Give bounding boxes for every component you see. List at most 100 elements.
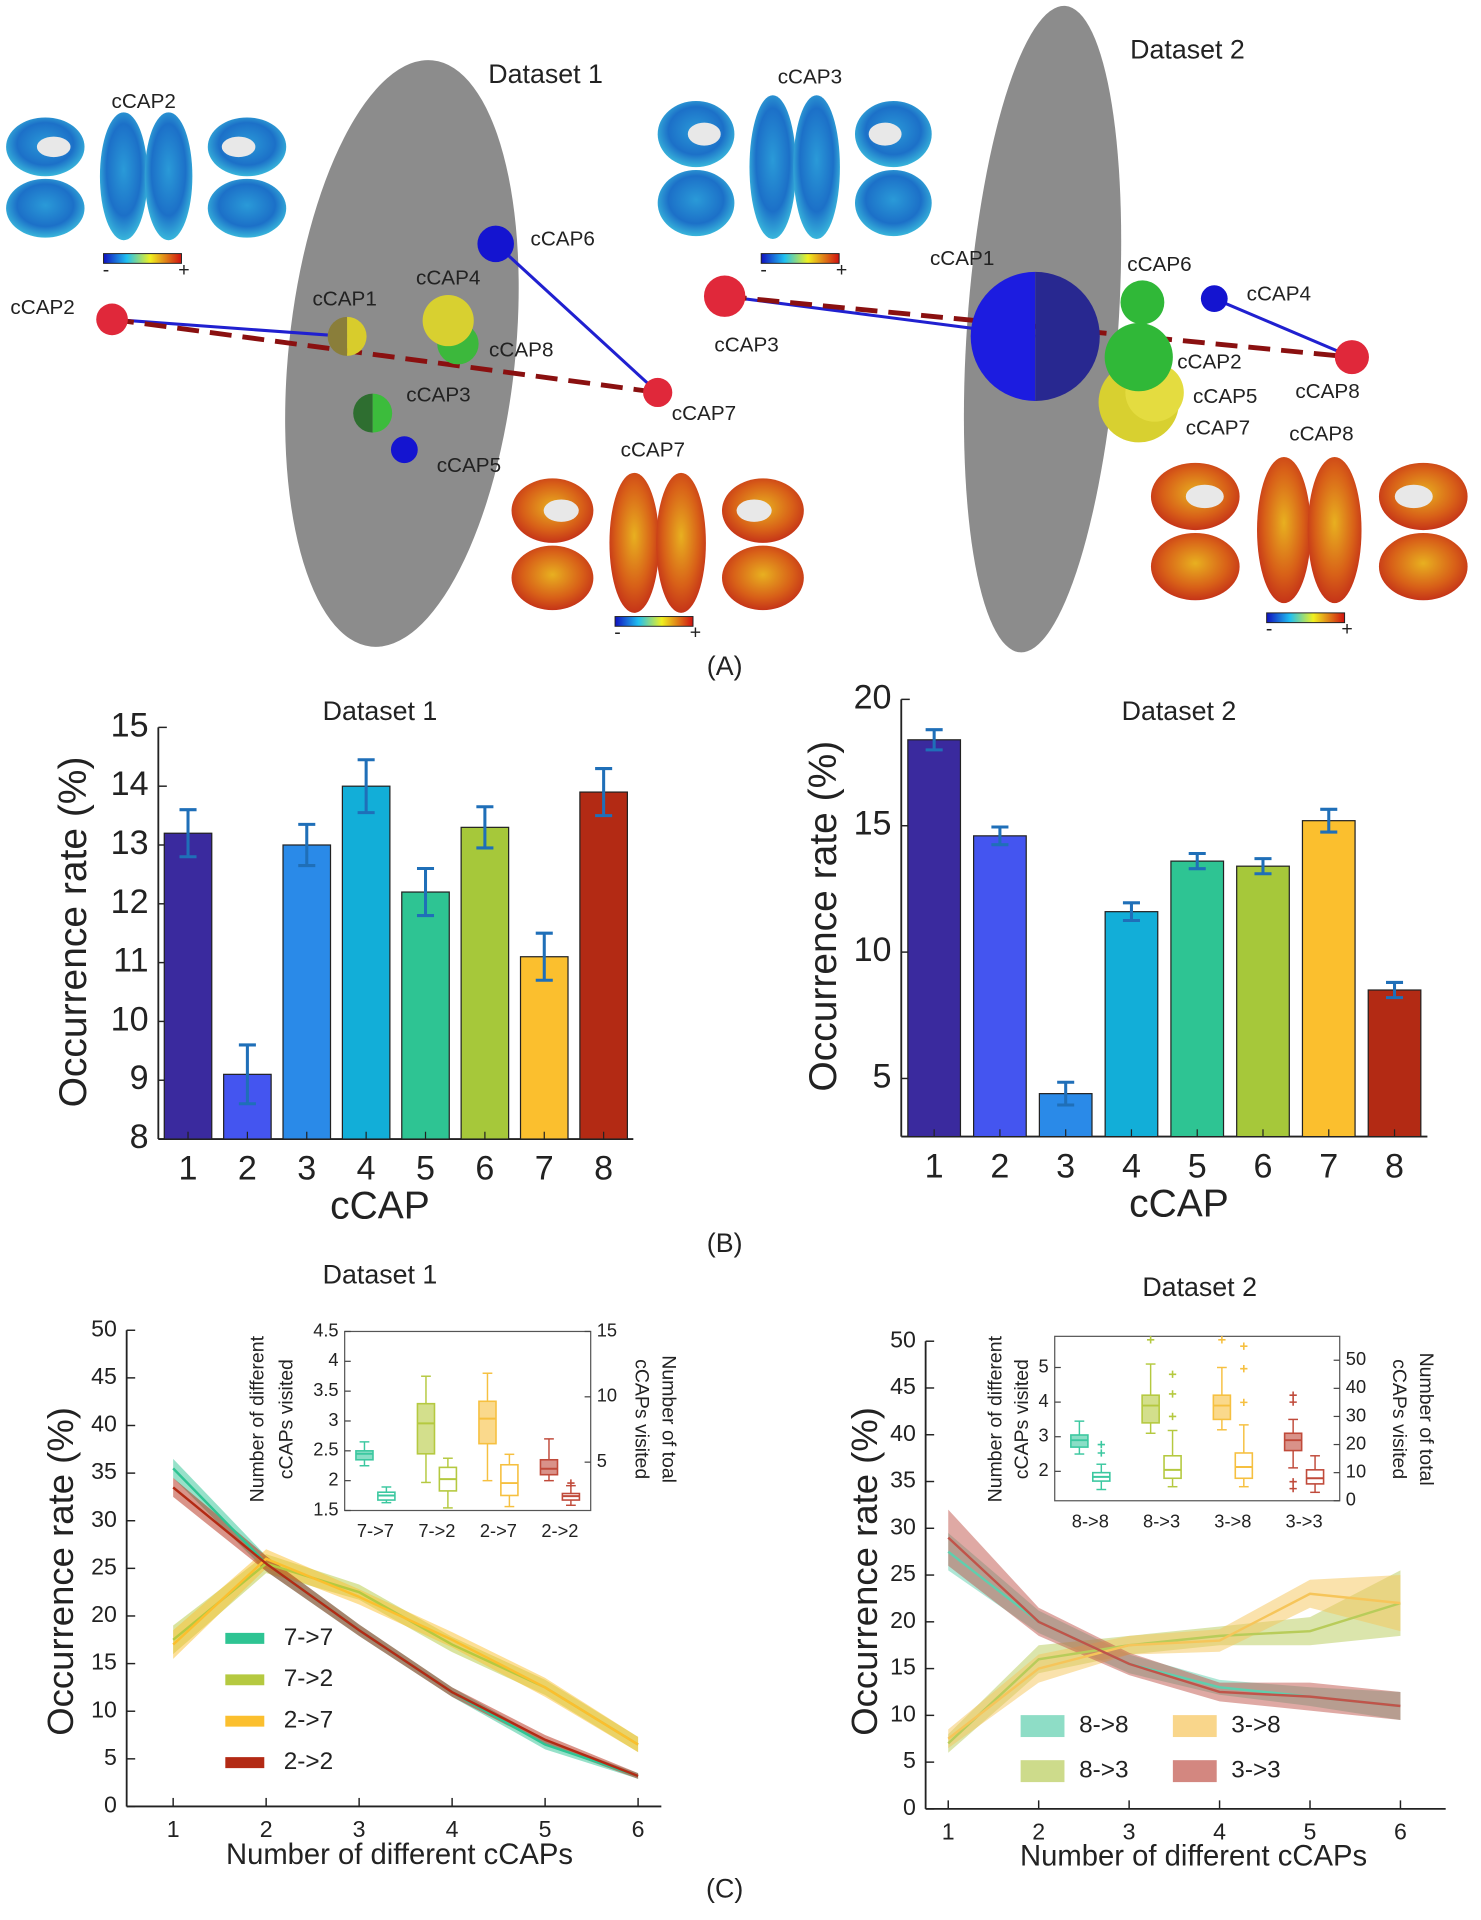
brain-view (749, 95, 797, 239)
cap-node (1035, 271, 1100, 401)
y-tick-label: 5 (104, 1744, 117, 1770)
cap-node (347, 316, 367, 356)
x-tick-label: 2 (1032, 1818, 1045, 1844)
node-label: cCAP7 (672, 402, 736, 425)
bar (907, 739, 962, 1138)
outlier (567, 1479, 575, 1487)
x-tick-label: 4 (357, 1150, 376, 1188)
node-label: cCAP6 (530, 228, 594, 251)
brain-medial-wall (687, 122, 721, 146)
x-axis-label: Number of different cCAPs (226, 1839, 573, 1871)
y-tick-label: 15 (91, 1649, 117, 1675)
panel-label: (C) (706, 1874, 743, 1904)
outlier (1289, 1484, 1297, 1493)
node-label: cCAP6 (1127, 253, 1191, 276)
colorbar-label: - (614, 622, 620, 644)
outlier (1146, 1336, 1155, 1344)
node-label: cCAP5 (437, 454, 501, 477)
cap-node (1104, 323, 1173, 392)
bar (1104, 911, 1159, 1138)
panel-title: Dataset 2 (1130, 35, 1245, 65)
bar (973, 835, 1027, 1138)
bar (460, 826, 510, 1140)
brain-label: cCAP8 (1289, 423, 1353, 446)
y-tick-label: 0 (903, 1794, 916, 1820)
brain-label: cCAP3 (778, 66, 842, 89)
y-tick-label: 40 (890, 1420, 916, 1446)
legend-label: 2->7 (284, 1707, 333, 1734)
chart-title: Dataset 2 (1122, 696, 1237, 726)
brain-medial-wall (1185, 484, 1224, 509)
series-line (947, 1592, 1401, 1740)
x-axis-label: cCAP (1129, 1182, 1229, 1225)
y-tick-label: 3 (1038, 1425, 1048, 1446)
y-tick-label: 3 (328, 1409, 338, 1430)
cap-node (1120, 280, 1165, 325)
cap-node (390, 436, 418, 464)
series-line (947, 1536, 1401, 1708)
bar (1301, 820, 1356, 1138)
y-tick-label: 50 (890, 1326, 916, 1352)
brain-view (144, 112, 193, 241)
brain-medial-wall (1394, 484, 1433, 509)
colorbar-label: - (760, 259, 766, 281)
y-tick-label: 30 (890, 1513, 916, 1539)
brain-view (99, 112, 148, 241)
outlier (1097, 1440, 1105, 1449)
y-tick-label: 15 (111, 706, 149, 744)
outlier (1289, 1391, 1297, 1399)
x-tick-label: 6 (1394, 1818, 1407, 1844)
brain-view (6, 178, 85, 238)
x-tick-label: 8 (594, 1150, 613, 1188)
brain-view (511, 545, 594, 611)
x-tick-label: 2->2 (541, 1520, 578, 1541)
panel-label: (A) (707, 651, 743, 681)
colorbar (103, 253, 182, 264)
y-tick-label: 10 (91, 1696, 117, 1722)
x-tick-label: 1 (942, 1818, 955, 1844)
y-axis-label: Number of different (246, 1335, 268, 1502)
node-label: cCAP1 (930, 247, 994, 270)
outlier (1289, 1478, 1297, 1486)
y-tick-label: 25 (91, 1553, 117, 1579)
brain-medial-wall (543, 499, 579, 522)
node-label: cCAP2 (1177, 351, 1241, 374)
y-tick-label: 20 (91, 1601, 117, 1627)
cap-node (1200, 285, 1228, 313)
y-tick-label: 2 (1038, 1459, 1048, 1480)
cap-node (372, 393, 393, 433)
node-label: cCAP4 (1247, 282, 1311, 305)
y-tick-label: 20 (890, 1607, 916, 1633)
outlier (1240, 1398, 1248, 1407)
legend-label: 3->3 (1231, 1757, 1280, 1784)
x-tick-label: 7->7 (357, 1520, 394, 1541)
y-axis-label: Occurrence rate (%) (844, 1407, 885, 1736)
inset-frame (344, 1330, 592, 1512)
brain-view (793, 95, 840, 239)
cap-node (643, 377, 673, 408)
y-axis-label: Occurrence rate (%) (802, 741, 845, 1092)
x-tick-label: 3->3 (1286, 1511, 1323, 1532)
box (478, 1400, 497, 1445)
brain-medial-wall (221, 136, 256, 158)
x-tick-label: 3 (353, 1816, 366, 1842)
cap-node (477, 225, 514, 263)
x-tick-label: 5 (1188, 1147, 1207, 1185)
x-tick-label: 6 (632, 1816, 645, 1842)
x-tick-label: 7->2 (418, 1520, 455, 1541)
brain-view (656, 472, 706, 613)
y-tick-label: 3.5 (313, 1379, 338, 1400)
colorbar (760, 253, 840, 264)
brain-medial-wall (868, 122, 902, 146)
x-tick-label: 1 (179, 1150, 198, 1188)
cap-node (353, 393, 373, 433)
y-tick-label: 14 (111, 765, 149, 803)
y2-axis-label: Number of total (1415, 1353, 1437, 1486)
y-axis-label: cCAPs visited (276, 1359, 298, 1479)
colorbar-label: + (1341, 618, 1352, 640)
box (539, 1458, 559, 1476)
y-tick-label: 5 (903, 1747, 916, 1773)
x-tick-label: 3 (297, 1150, 316, 1188)
x-axis-label: Number of different cCAPs (1020, 1840, 1367, 1872)
bar (1367, 989, 1422, 1138)
